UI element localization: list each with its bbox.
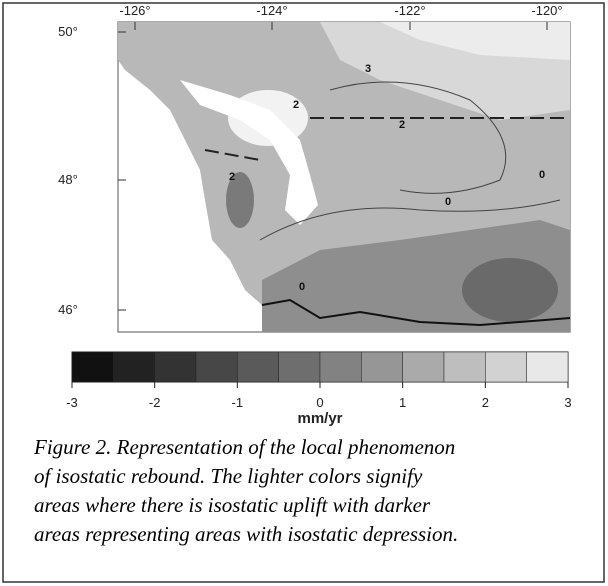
contour-label: 2: [399, 119, 405, 131]
colorbar-tick-label: -2: [149, 395, 161, 410]
colorbar-bin: [443, 351, 486, 383]
caption-line: areas representing areas with isostatic …: [34, 522, 458, 546]
river: [261, 298, 571, 327]
contour-label: 2: [229, 171, 235, 183]
colorbar-bin: [319, 351, 362, 383]
colorbar-tick-label: 3: [564, 395, 571, 410]
caption-line: areas where there is isostatic uplift wi…: [34, 493, 431, 517]
colorbar-bin: [526, 351, 569, 383]
map: [117, 21, 571, 333]
colorbar-tick-label: 1: [399, 395, 406, 410]
border-line: [204, 117, 570, 161]
depression-zone: [462, 258, 558, 322]
caption-line: Figure 2. Representation of the local ph…: [33, 435, 455, 459]
caption-line: of isostatic rebound. The lighter colors…: [34, 464, 423, 488]
colorbar-bin: [278, 351, 321, 383]
lon-axis: -126° -124° -122° -120°: [119, 3, 563, 30]
lat-label: 48°: [58, 172, 78, 187]
contour-label: 2: [293, 99, 299, 111]
lat-label: 50°: [58, 24, 78, 39]
colorbar-tick-label: 0: [316, 395, 323, 410]
uplift-zone: [380, 22, 570, 60]
colorbar-bin: [402, 351, 445, 383]
lon-label: -126°: [119, 3, 150, 18]
water: [180, 80, 318, 225]
lon-label: -122°: [394, 3, 425, 18]
lon-label: -124°: [256, 3, 287, 18]
colorbar-tick-label: -1: [232, 395, 244, 410]
lon-label: -120°: [531, 3, 562, 18]
lat-label: 46°: [58, 302, 78, 317]
colorbar-bin: [485, 351, 527, 383]
contour-label: 0: [299, 281, 305, 293]
contour-label: 0: [445, 196, 451, 208]
colorbar-bin: [154, 351, 197, 383]
colorbar-bin: [361, 351, 403, 383]
colorbar: -3 -2 -1 0 1 2 3: [66, 351, 572, 410]
lat-axis: 50° 48° 46°: [58, 24, 126, 317]
contour-label: 3: [365, 63, 371, 75]
colorbar-tick-label: -3: [66, 395, 78, 410]
depression-zone: [226, 172, 254, 228]
colorbar-bin: [113, 351, 155, 383]
colorbar-bin: [237, 351, 279, 383]
colorbar-bin: [71, 351, 114, 383]
colorbar-tick-label: 2: [482, 395, 489, 410]
contour: [259, 81, 561, 241]
caption: Figure 2. Representation of the local ph…: [33, 435, 458, 546]
contour-labels: 3 2 2 2 0 0 0: [229, 63, 545, 293]
contour-label: 0: [539, 169, 545, 181]
colorbar-unit: mm/yr: [297, 410, 342, 427]
colorbar-bin: [195, 351, 238, 383]
